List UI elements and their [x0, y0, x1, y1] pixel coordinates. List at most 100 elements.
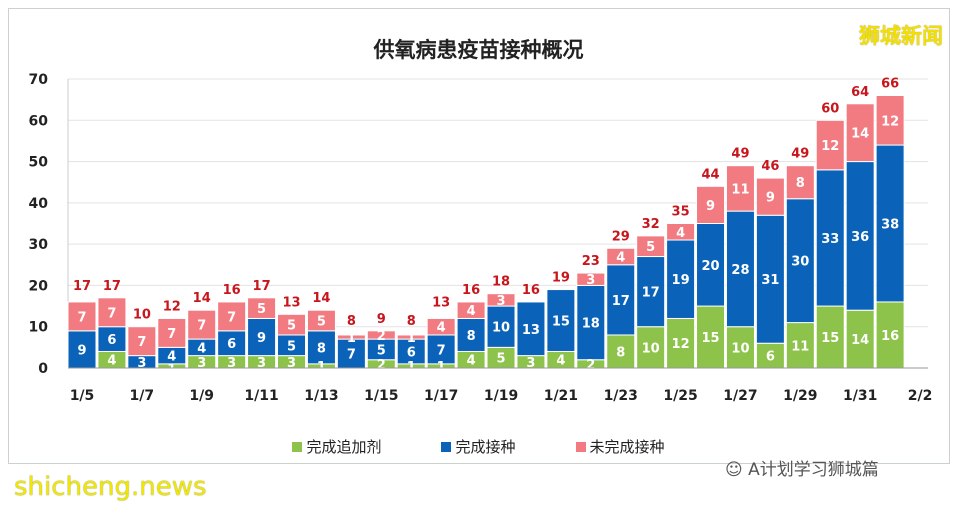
legend-item-incomplete: 未完成接种: [575, 436, 665, 457]
segment-label: 16: [881, 329, 899, 344]
segment-label: 7: [227, 310, 236, 325]
segment-label: 6: [407, 345, 416, 360]
segment-label: 5: [377, 343, 386, 358]
segment-label: 31: [761, 273, 779, 288]
bar-segment-incomplete: [247, 297, 277, 319]
y-tick-label: 20: [29, 278, 49, 294]
bar-segment-incomplete: [396, 334, 426, 340]
total-label: 17: [253, 279, 271, 294]
bar-segment-incomplete: [366, 330, 396, 340]
bar-segment-incomplete: [456, 301, 486, 319]
segment-label: 3: [257, 356, 266, 371]
total-label: 64: [851, 85, 869, 100]
segment-label: 15: [552, 315, 570, 330]
total-label: 16: [223, 283, 241, 298]
bar-segment-incomplete: [336, 334, 366, 340]
legend-label: 完成接种: [455, 438, 516, 456]
segment-label: 7: [137, 335, 146, 350]
segment-label: 3: [526, 356, 535, 371]
segment-label: 6: [107, 333, 116, 348]
segment-label: 38: [881, 218, 899, 233]
bar-segment-incomplete: [306, 309, 336, 332]
x-tick-label: 1/27: [723, 388, 757, 404]
watermark: shicheng.news: [14, 472, 207, 502]
segment-label: 9: [706, 199, 715, 214]
bar-segment-incomplete: [606, 247, 636, 266]
total-label: 17: [103, 279, 121, 294]
bar-segment-incomplete: [277, 313, 307, 336]
x-tick-label: 1/7: [130, 388, 155, 404]
y-tick-label: 40: [29, 196, 49, 212]
legend-swatch: [292, 441, 303, 452]
total-label: 32: [642, 217, 660, 232]
chart-title: 供氧病患疫苗接种概况: [373, 38, 584, 62]
bar-segment-booster: [875, 301, 905, 369]
y-tick-label: 50: [29, 155, 49, 171]
segment-label: 7: [107, 306, 116, 321]
total-label: 66: [881, 77, 899, 92]
total-label: 13: [432, 295, 450, 310]
logo: 狮城新闻: [859, 24, 943, 48]
bar-segment-complete: [666, 239, 696, 319]
y-tick-label: 10: [29, 320, 49, 336]
segment-label: 2: [377, 329, 386, 344]
segment-label: 1: [407, 331, 416, 346]
bar-segment-incomplete: [127, 326, 157, 357]
legend-item-complete: 完成接种: [441, 436, 516, 457]
total-label: 49: [731, 147, 749, 162]
segment-label: 15: [821, 331, 839, 346]
bar-segment-complete: [336, 338, 366, 369]
x-tick-label: 1/31: [843, 388, 877, 404]
segment-label: 4: [197, 341, 206, 356]
segment-label: 3: [197, 356, 206, 371]
total-label: 8: [407, 314, 416, 329]
segment-label: 5: [496, 352, 505, 367]
segment-label: 4: [676, 226, 685, 241]
x-tick-label: 1/25: [663, 388, 697, 404]
bar-segment-complete: [696, 223, 726, 307]
segment-label: 12: [821, 139, 839, 154]
bar-segment-booster: [725, 326, 755, 369]
wechat-icon: ☺: [725, 460, 749, 480]
bar-segment-complete: [516, 301, 546, 357]
segment-label: 13: [522, 323, 540, 338]
segment-label: 1: [167, 363, 176, 378]
segment-label: 8: [317, 341, 326, 356]
bar-segment-incomplete: [845, 103, 875, 163]
segment-label: 1: [317, 360, 326, 375]
bar-segment-complete: [606, 264, 636, 336]
bar-segment-complete: [456, 317, 486, 352]
segment-label: 15: [701, 331, 719, 346]
legend-label: 未完成接种: [589, 438, 665, 456]
bar-segment-complete: [67, 330, 97, 369]
total-label: 18: [492, 275, 510, 290]
x-tick-label: 1/5: [70, 388, 95, 404]
x-tick-label: 1/15: [364, 388, 398, 404]
y-tick-label: 0: [38, 361, 48, 377]
bar-segment-booster: [815, 305, 845, 369]
segment-label: 1: [407, 360, 416, 375]
legend-item-booster: 完成追加剂: [292, 436, 381, 457]
x-tick-label: 1/21: [544, 388, 578, 404]
total-label: 23: [582, 254, 600, 269]
total-label: 14: [312, 291, 330, 306]
total-label: 29: [612, 229, 630, 244]
segment-label: 12: [881, 114, 899, 129]
bar-segment-incomplete: [755, 177, 785, 216]
bar-segment-incomplete: [785, 165, 815, 200]
segment-label: 14: [851, 127, 869, 142]
bar-segment-complete: [306, 330, 336, 365]
bar-segment-complete: [97, 326, 127, 352]
x-tick-label: 1/17: [424, 388, 458, 404]
segment-label: 7: [77, 310, 86, 325]
bar-segment-incomplete: [187, 309, 217, 340]
bar-segment-complete: [725, 210, 755, 328]
segment-label: 3: [287, 356, 296, 371]
x-tick-label: 1/11: [244, 388, 278, 404]
bar-segment-complete: [875, 144, 905, 303]
bar-segment-incomplete: [217, 301, 247, 332]
segment-label: 17: [612, 294, 630, 309]
segment-label: 17: [642, 286, 660, 301]
bar-segment-complete: [247, 317, 277, 357]
total-label: 9: [377, 312, 386, 327]
